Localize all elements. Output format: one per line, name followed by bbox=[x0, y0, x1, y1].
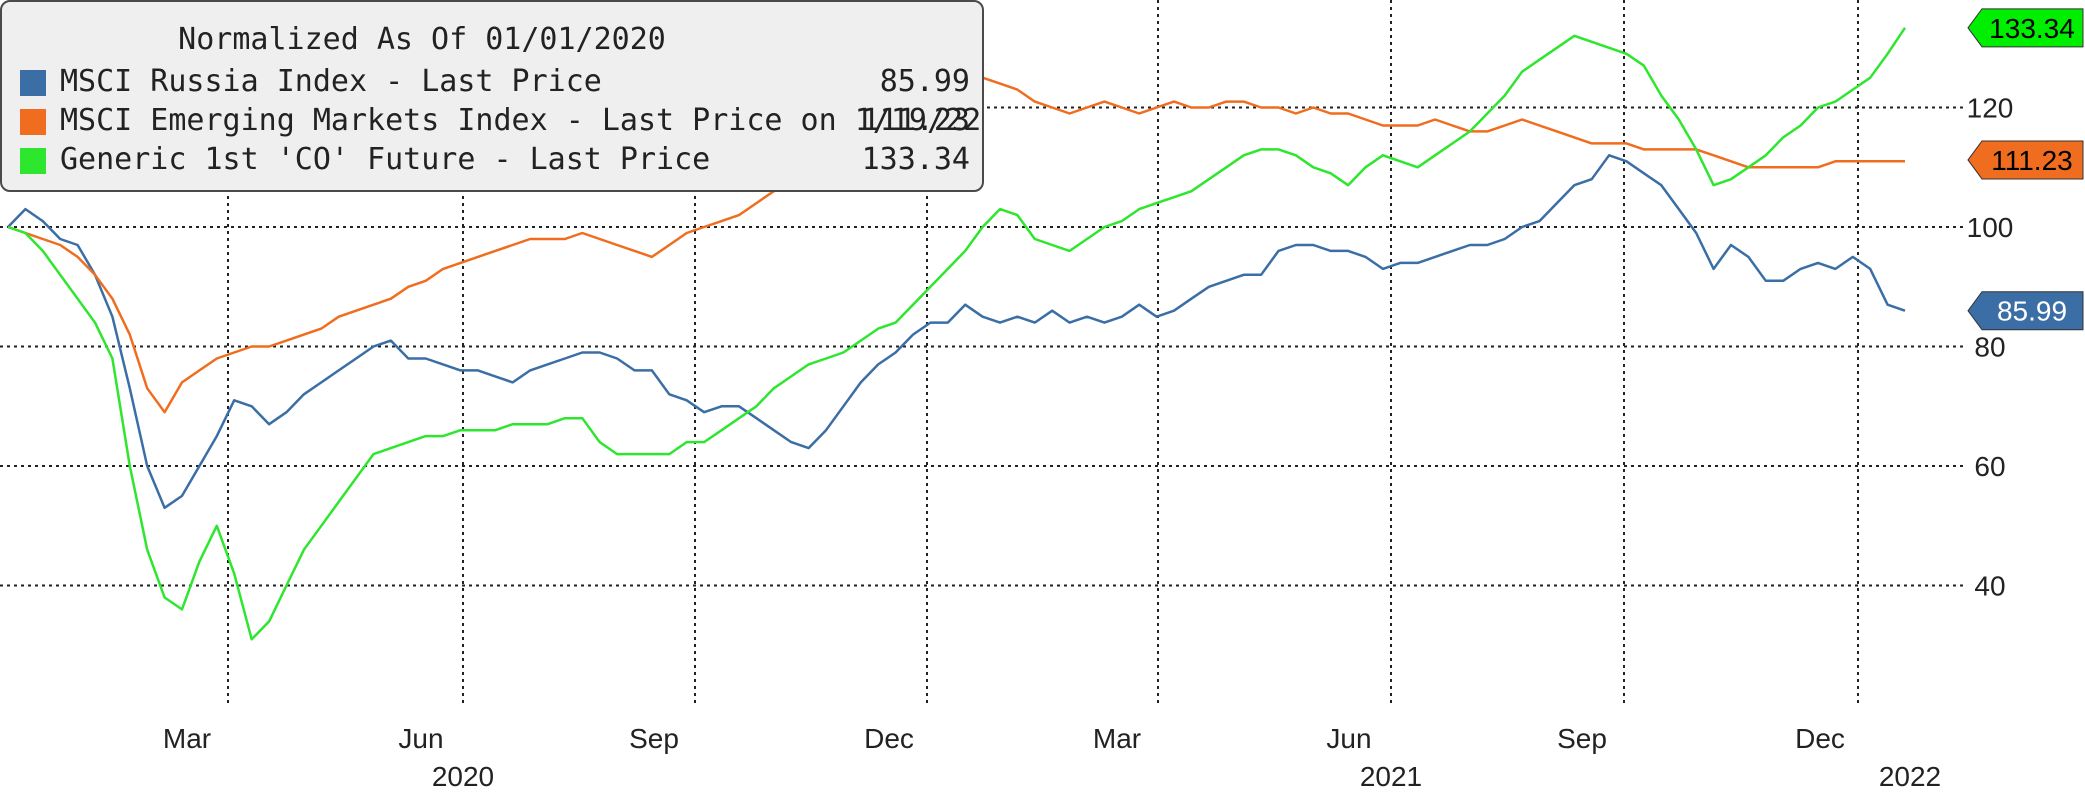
x-tick-label-7: Dec bbox=[1795, 723, 1845, 754]
price-tag-0 bbox=[1967, 8, 2084, 48]
legend-swatch-russia bbox=[20, 70, 46, 96]
x-tick-label-0: Mar bbox=[163, 723, 211, 754]
x-tick-label-1: Jun bbox=[398, 723, 443, 754]
x-tick-label-5: Jun bbox=[1326, 723, 1371, 754]
legend-value-russia: 85.99 bbox=[879, 64, 970, 99]
legend-swatch-brent bbox=[20, 148, 46, 174]
x-tick-label-2: Sep bbox=[629, 723, 679, 754]
year-label-2021: 2021 bbox=[1360, 761, 1422, 792]
legend-swatch-em bbox=[20, 109, 46, 135]
x-tick-label-3: Dec bbox=[864, 723, 914, 754]
legend-item-russia: MSCI Russia Index - Last Price 85.99 bbox=[20, 64, 970, 100]
chart-title: Normalized As Of 01/01/2020 bbox=[178, 22, 666, 57]
legend-label-brent: Generic 1st 'CO' Future - Last Price bbox=[60, 142, 711, 177]
legend-item-brent: Generic 1st 'CO' Future - Last Price 133… bbox=[20, 142, 970, 178]
legend-item-em: MSCI Emerging Markets Index - Last Price… bbox=[20, 103, 981, 139]
price-tag-1 bbox=[1967, 140, 2084, 180]
year-label-2020: 2020 bbox=[432, 761, 494, 792]
y-tick-label-120: 120 bbox=[1967, 93, 2014, 124]
y-tick-label-40: 40 bbox=[1974, 571, 2005, 602]
legend-label-em: MSCI Emerging Markets Index - Last Price… bbox=[60, 103, 982, 138]
legend-box: Normalized As Of 01/01/2020 MSCI Russia … bbox=[0, 0, 984, 192]
legend-value-brent: 133.34 bbox=[861, 142, 970, 177]
price-tag-label-0: 133.34 bbox=[1989, 13, 2075, 44]
price-tag-label-1: 111.23 bbox=[1991, 145, 2072, 176]
legend-label-russia: MSCI Russia Index - Last Price bbox=[60, 64, 602, 99]
year-label-2022: 2022 bbox=[1879, 761, 1941, 792]
y-tick-label-60: 60 bbox=[1974, 451, 2005, 482]
x-tick-label-4: Mar bbox=[1093, 723, 1141, 754]
series-line-0 bbox=[7, 154, 1906, 510]
price-tags: 133.34 111.23 85.99 bbox=[1967, 8, 2084, 331]
price-tag-label-2: 85.99 bbox=[1997, 296, 2067, 327]
y-tick-label-100: 100 bbox=[1967, 212, 2014, 243]
price-tag-2 bbox=[1967, 291, 2084, 331]
axes: 40 60 80 100 120 Mar Jun Sep Dec Mar Jun Sep Dec 2020… bbox=[163, 93, 2013, 792]
y-tick-label-80: 80 bbox=[1974, 332, 2005, 363]
legend-value-em: 111.23 bbox=[861, 103, 970, 138]
series-line-2 bbox=[7, 27, 1907, 641]
x-tick-label-6: Sep bbox=[1557, 723, 1607, 754]
